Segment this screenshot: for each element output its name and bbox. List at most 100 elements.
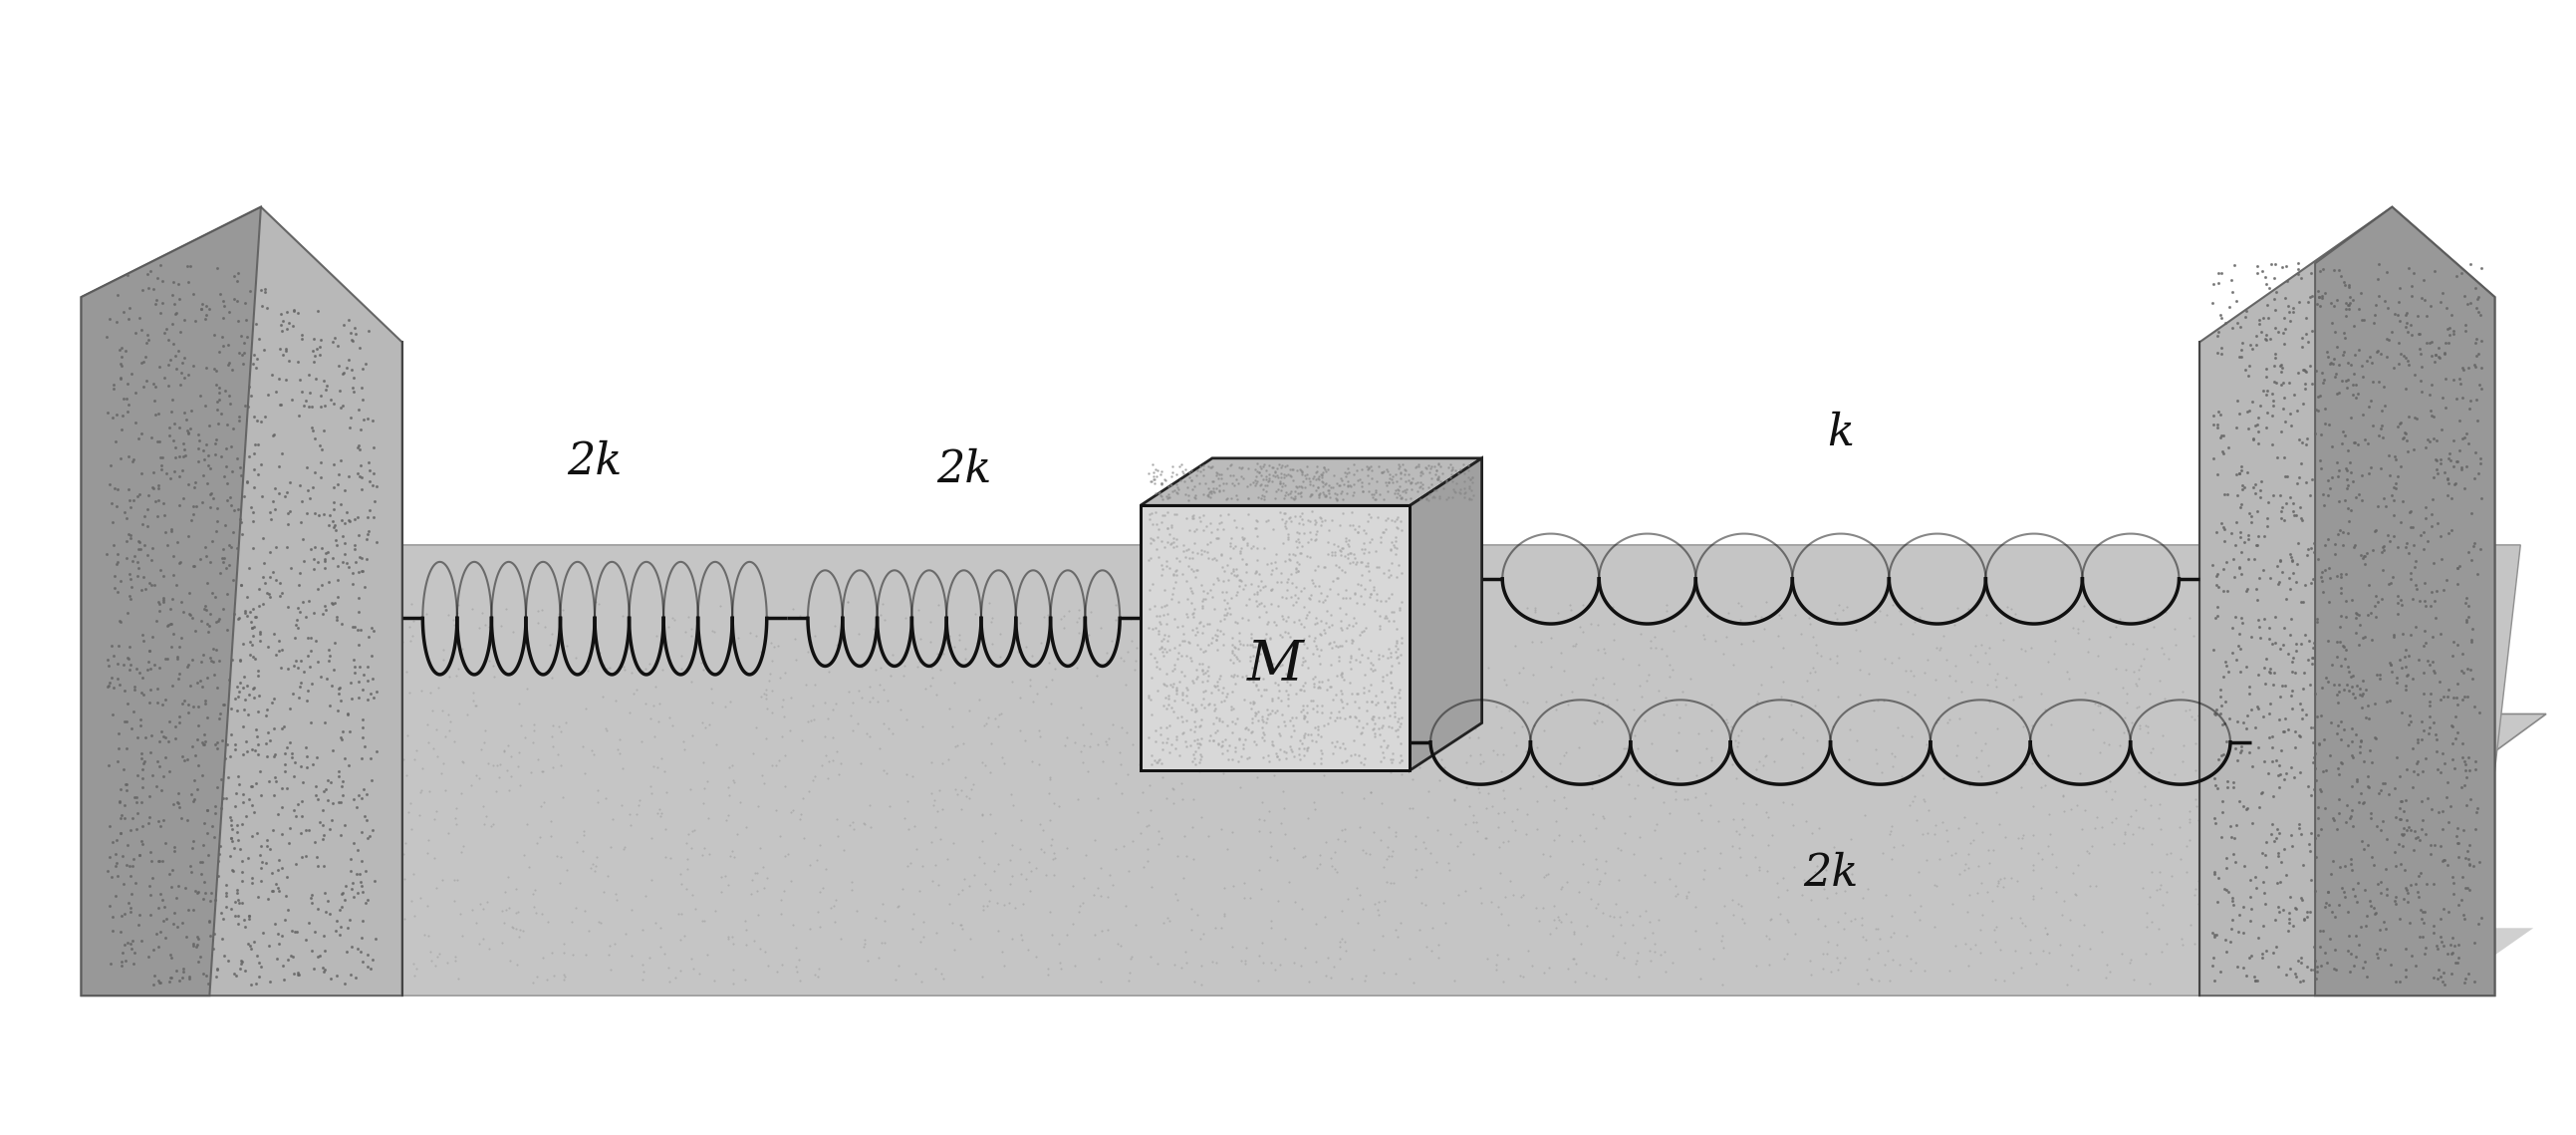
Point [126, 757, 167, 775]
Point [1175, 700, 1216, 718]
Point [343, 562, 384, 580]
Point [770, 804, 811, 822]
Point [1255, 545, 1296, 563]
Point [1229, 590, 1270, 608]
Point [2221, 340, 2262, 359]
Point [294, 960, 335, 978]
Point [482, 616, 523, 634]
Point [1319, 665, 1360, 683]
Point [335, 798, 376, 816]
Point [129, 641, 170, 659]
Point [428, 605, 469, 623]
Point [711, 928, 752, 947]
Point [1203, 735, 1244, 754]
Point [1932, 894, 1973, 913]
Point [1262, 705, 1303, 723]
Point [137, 679, 178, 697]
Point [2331, 801, 2372, 819]
Point [2336, 770, 2378, 788]
Point [1265, 504, 1306, 522]
Point [1906, 851, 1947, 869]
Point [1378, 485, 1419, 503]
Point [2362, 429, 2403, 447]
Point [2244, 873, 2285, 891]
Point [330, 657, 371, 675]
Point [108, 587, 149, 605]
Point [1324, 474, 1365, 493]
Point [1656, 884, 1698, 902]
Point [2375, 304, 2416, 322]
Point [147, 732, 188, 750]
Point [2352, 669, 2393, 687]
Point [353, 412, 394, 430]
Point [2239, 943, 2280, 961]
Point [2414, 554, 2455, 572]
Point [724, 818, 765, 836]
Point [1540, 877, 1582, 896]
Point [1806, 944, 1847, 962]
Point [1394, 459, 1435, 477]
Point [1329, 516, 1370, 535]
Point [1190, 482, 1231, 501]
Point [191, 648, 232, 666]
Point [2329, 663, 2370, 681]
Point [1188, 543, 1229, 561]
Point [435, 666, 477, 684]
Point [500, 776, 541, 794]
Point [2293, 960, 2334, 978]
Point [1365, 850, 1406, 868]
Point [2308, 925, 2349, 943]
Point [752, 651, 793, 670]
Point [366, 799, 407, 817]
Point [276, 903, 317, 922]
Point [2264, 676, 2306, 695]
Point [1270, 628, 1311, 646]
Point [1334, 712, 1376, 730]
Point [513, 898, 554, 916]
Point [2362, 913, 2403, 931]
Point [144, 590, 185, 608]
Point [1564, 832, 1605, 850]
Point [1198, 670, 1239, 688]
Point [88, 650, 129, 669]
Point [330, 409, 371, 427]
Point [88, 673, 129, 691]
Point [1231, 723, 1273, 741]
Point [1036, 849, 1077, 867]
Point [2226, 966, 2267, 984]
Point [1685, 784, 1726, 802]
Point [2241, 944, 2282, 962]
Point [1249, 470, 1291, 488]
Point [2334, 538, 2375, 556]
Point [958, 634, 999, 653]
Point [845, 815, 886, 833]
Point [399, 783, 440, 801]
Point [1499, 889, 1540, 907]
Point [1193, 714, 1234, 732]
Point [144, 649, 185, 667]
Point [1306, 602, 1347, 620]
Point [229, 940, 270, 958]
Point [381, 718, 422, 737]
Point [1298, 673, 1340, 691]
Point [683, 794, 724, 813]
Point [2445, 751, 2486, 770]
Point [1373, 708, 1414, 726]
Point [157, 289, 198, 308]
Point [2347, 767, 2388, 785]
Point [2195, 903, 2236, 922]
Point [307, 602, 348, 620]
Point [765, 747, 806, 765]
Point [245, 733, 286, 751]
Point [1543, 789, 1584, 807]
Point [211, 742, 252, 760]
Point [1342, 735, 1383, 754]
Point [2388, 855, 2429, 873]
Point [2437, 723, 2478, 741]
Point [1242, 687, 1283, 705]
Point [2406, 308, 2447, 326]
Point [2365, 900, 2406, 918]
Point [1340, 587, 1381, 605]
Point [1283, 758, 1324, 776]
Point [1270, 728, 1311, 746]
